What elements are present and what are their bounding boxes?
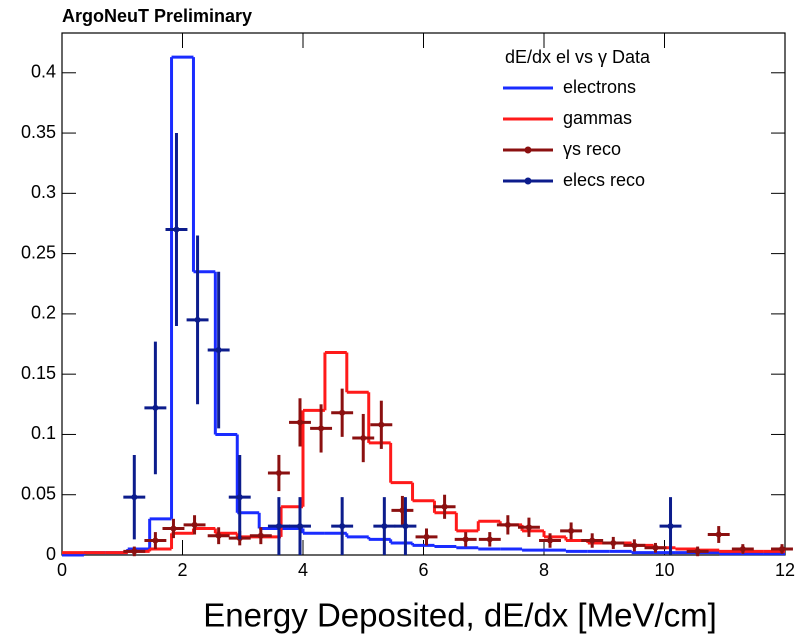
data-point	[667, 523, 674, 530]
data-point	[739, 545, 746, 552]
data-point	[778, 545, 785, 552]
data-point	[423, 533, 430, 540]
data-point	[173, 226, 180, 233]
data-point	[504, 521, 511, 528]
y-tick-label: 0.2	[31, 303, 56, 323]
data-point	[215, 347, 222, 354]
data-point	[131, 494, 138, 501]
data-point	[170, 525, 177, 532]
data-point	[296, 523, 303, 530]
y-tick-label: 0.35	[21, 122, 56, 142]
legend-label: γs reco	[563, 139, 621, 159]
legend-marker	[524, 177, 532, 185]
chart-title: ArgoNeuT Preliminary	[62, 6, 252, 26]
data-point	[694, 548, 701, 555]
data-point	[194, 316, 201, 323]
data-point	[462, 536, 469, 543]
y-tick-label: 0.05	[21, 483, 56, 503]
x-tick-label: 4	[298, 560, 308, 580]
data-point	[631, 542, 638, 549]
data-point	[652, 544, 659, 551]
legend-label: electrons	[563, 77, 636, 97]
data-point	[152, 404, 159, 411]
data-point	[589, 537, 596, 544]
data-point	[715, 531, 722, 538]
data-point	[381, 523, 388, 530]
data-point	[275, 523, 282, 530]
y-tick-label: 0.4	[31, 62, 56, 82]
x-tick-label: 2	[177, 560, 187, 580]
data-point	[296, 419, 303, 426]
x-tick-label: 12	[775, 560, 795, 580]
data-point	[360, 435, 367, 442]
x-tick-label: 10	[654, 560, 674, 580]
y-tick-label: 0	[46, 544, 56, 564]
data-point	[236, 494, 243, 501]
data-point	[547, 537, 554, 544]
y-tick-label: 0.3	[31, 182, 56, 202]
legend-label: gammas	[563, 108, 632, 128]
data-point	[568, 527, 575, 534]
data-point	[191, 521, 198, 528]
y-tick-label: 0.25	[21, 242, 56, 262]
data-point	[152, 537, 159, 544]
y-tick-label: 0.1	[31, 423, 56, 443]
data-point	[610, 539, 617, 546]
data-point	[339, 523, 346, 530]
x-axis-label: Energy Deposited, dE/dx [MeV/cm]	[203, 597, 717, 634]
data-point	[215, 532, 222, 539]
x-tick-label: 8	[539, 560, 549, 580]
data-point	[402, 523, 409, 530]
legend-title: dE/dx el vs γ Data	[505, 47, 651, 67]
y-tick-label: 0.15	[21, 363, 56, 383]
data-point	[257, 532, 264, 539]
legend-label: elecs reco	[563, 170, 645, 190]
data-point	[399, 507, 406, 514]
data-point	[378, 421, 385, 428]
x-tick-label: 6	[418, 560, 428, 580]
legend-marker	[524, 146, 532, 154]
data-point	[318, 425, 325, 432]
data-point	[275, 470, 282, 477]
data-point	[441, 503, 448, 510]
data-point	[131, 548, 138, 555]
data-point	[486, 536, 493, 543]
x-tick-label: 0	[57, 560, 67, 580]
data-point	[525, 524, 532, 531]
data-point	[339, 409, 346, 416]
